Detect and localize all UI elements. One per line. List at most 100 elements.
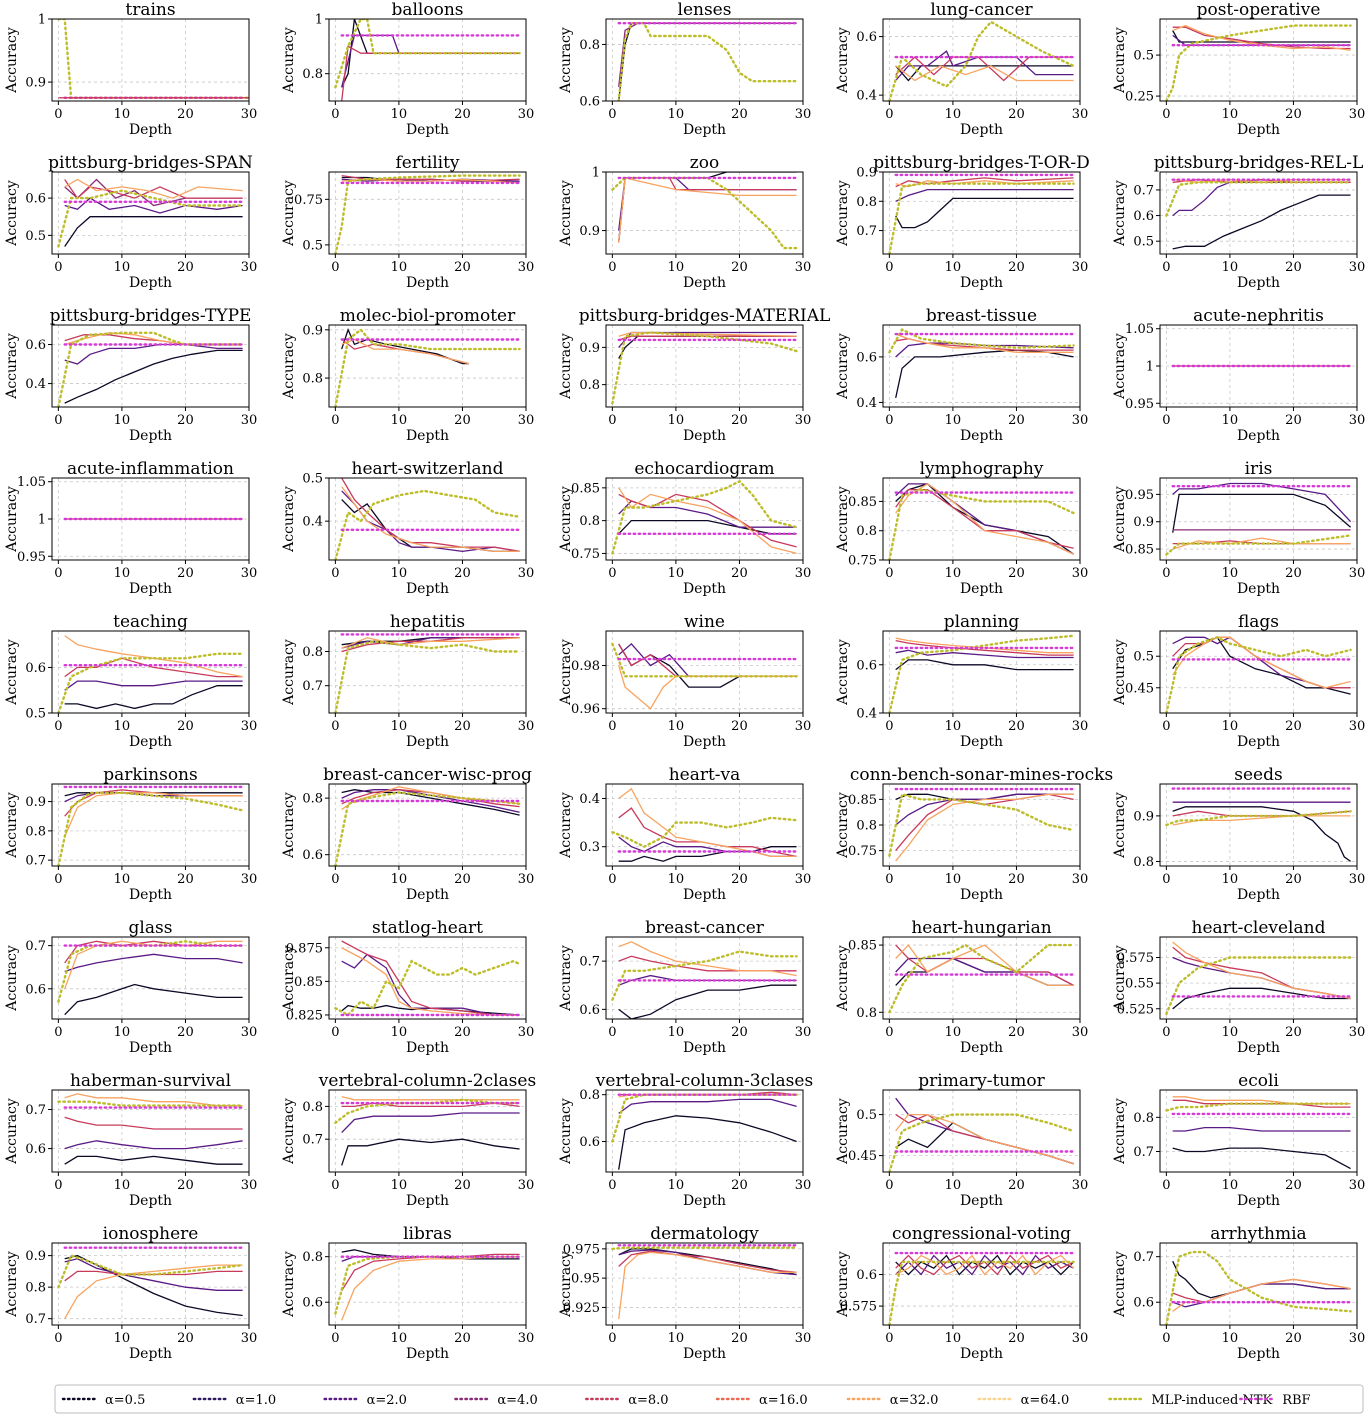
panel-pittsburg-bridges-t-or-d: 0 10 20 30 0.7 0.8 0.9pittsburg-bridges-T-OR-D… (835, 153, 1090, 291)
y-tick-label: 0.96 (571, 702, 600, 717)
x-tick-label: 30 (1349, 872, 1366, 887)
y-axis-label: Accuracy (835, 1098, 851, 1165)
x-tick-label: 0 (331, 872, 339, 887)
panel-molec-biol-promoter: 0 10 20 30 0.8 0.9 molec-biol-promoter Depth Acc… (281, 306, 534, 444)
panel-title: primary-tumor (918, 1071, 1045, 1091)
series-line-mlp-induced-ntk (888, 634, 1075, 713)
y-axis-label: Accuracy (1112, 333, 1128, 400)
y-tick-label: 0.6 (302, 1296, 323, 1311)
x-tick-label: 0 (331, 566, 339, 581)
series-line-32-0 (64, 178, 243, 199)
x-tick-label: 10 (114, 1025, 131, 1040)
plot-frame (328, 1242, 527, 1326)
series-line-8-0 (341, 478, 520, 553)
series-line-0-5 (1172, 30, 1351, 43)
x-axis-label: Depth (960, 1040, 1003, 1056)
y-axis-label: Accuracy (4, 945, 20, 1012)
plot-frame (605, 630, 804, 714)
y-tick-label: 0.9 (302, 323, 323, 338)
x-tick-label: 20 (731, 1025, 748, 1040)
x-tick-label: 0 (608, 1331, 616, 1346)
panel-title: statlog-heart (372, 918, 483, 938)
y-tick-label: 0.6 (856, 1268, 877, 1283)
series-group (1165, 1250, 1352, 1325)
series-group (57, 1246, 244, 1320)
x-tick-label: 30 (1072, 107, 1089, 122)
x-axis-label: Depth (1237, 1346, 1280, 1362)
series-line-mlp-induced-ntk (611, 1246, 798, 1251)
y-tick-label: 0.85 (848, 793, 877, 808)
y-tick-label: 0.7 (25, 1312, 46, 1327)
x-tick-label: 30 (518, 1025, 535, 1040)
x-tick-label: 30 (795, 107, 812, 122)
x-axis-label: Depth (129, 734, 172, 750)
panel-dermatology: 0 10 20 30 0.925 0.95 0.975 dermatology Depth Acc… (558, 1224, 811, 1362)
series-group (888, 173, 1075, 254)
series-line-2-0 (64, 953, 243, 973)
x-tick-label: 0 (54, 413, 62, 428)
series-group (611, 787, 798, 862)
x-tick-label: 0 (54, 566, 62, 581)
y-tick-label: 0.825 (286, 1008, 323, 1023)
x-tick-label: 0 (1162, 872, 1170, 887)
x-tick-label: 30 (241, 719, 258, 734)
y-tick-label: 0.5 (1133, 49, 1154, 64)
x-tick-label: 10 (1222, 719, 1239, 734)
series-line-0-5 (1172, 636, 1351, 695)
y-tick-label: 0.85 (1125, 543, 1154, 558)
panel-vertebral-column-2clases: 0 10 20 30 0.7 0.8 vertebral-column-2clases Dep… (281, 1071, 536, 1209)
plot-frame (605, 324, 804, 408)
x-tick-label: 10 (114, 413, 131, 428)
x-tick-label: 20 (731, 872, 748, 887)
y-tick-label: 0.6 (579, 95, 600, 110)
x-tick-label: 10 (1222, 1025, 1239, 1040)
series-line-0-5 (1172, 806, 1351, 862)
y-tick-label: 0.85 (294, 975, 323, 990)
panel-title: haberman-survival (70, 1071, 231, 1091)
series-line-32-0 (1172, 537, 1351, 550)
y-tick-label: 0.75 (848, 554, 877, 569)
panel-title: echocardiogram (634, 459, 774, 479)
series-line-0-5 (618, 984, 797, 1019)
x-axis-label: Depth (1237, 275, 1280, 291)
series-line-32-0 (895, 483, 1074, 555)
plot-frame (882, 324, 1081, 408)
x-axis-label: Depth (1237, 887, 1280, 903)
y-tick-label: 0.5 (856, 1108, 877, 1123)
y-tick-label: 0.85 (848, 939, 877, 954)
legend-item-mlp-induced-ntk: MLP-induced NTK (1108, 1393, 1272, 1408)
series-line-0-5 (341, 1138, 520, 1166)
y-axis-label: Accuracy (4, 1251, 20, 1318)
x-tick-label: 10 (945, 719, 962, 734)
series-line-8-0 (341, 637, 520, 653)
y-axis-label: Accuracy (4, 180, 20, 247)
y-axis-label: Accuracy (1112, 1098, 1128, 1165)
x-axis-label: Depth (960, 887, 1003, 903)
x-tick-label: 30 (1072, 1178, 1089, 1193)
series-line-2-0 (64, 792, 243, 803)
y-tick-label: 0.45 (848, 1149, 877, 1164)
y-tick-label: 0.6 (856, 658, 877, 673)
x-tick-label: 0 (608, 566, 616, 581)
series-line-32-0 (341, 338, 469, 365)
plot-frame (51, 1089, 250, 1173)
series-line-2-0 (895, 649, 1074, 659)
x-tick-label: 30 (241, 1025, 258, 1040)
x-tick-label: 0 (331, 1025, 339, 1040)
x-tick-label: 10 (391, 1025, 408, 1040)
y-axis-label: Accuracy (1112, 639, 1128, 706)
series-line-mlp-induced-ntk (888, 1113, 1075, 1172)
x-axis-label: Depth (683, 1346, 726, 1362)
x-tick-label: 30 (795, 872, 812, 887)
series-line-mlp-induced-ntk (1165, 1102, 1352, 1112)
series-group (1165, 178, 1352, 250)
series-line-mlp-induced-ntk (888, 792, 1075, 857)
panel-iris: 0 10 20 30 0.85 0.9 0.95 iris Depth Accuracy (1112, 459, 1365, 597)
series-line-0-5 (341, 789, 520, 816)
y-tick-label: 0.8 (302, 1250, 323, 1265)
series-line-0-5 (64, 216, 243, 247)
legend-item-8-0: α=8.0 (585, 1393, 669, 1408)
x-tick-label: 30 (1349, 1178, 1366, 1193)
y-axis-label: Accuracy (4, 1098, 20, 1165)
series-line-32-0 (1172, 815, 1351, 826)
